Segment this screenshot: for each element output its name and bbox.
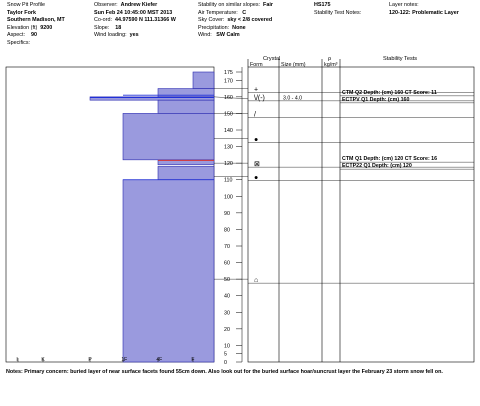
hardness-label-K: K [41,357,45,363]
notes-label: Notes: [6,369,23,375]
crystal-panel-frame [247,66,475,363]
layer-6 [157,166,215,181]
height-label-110: 110 [224,178,232,184]
wind-loading-row: Wind loading: yes [94,32,139,39]
notes-text: Primary concern: buried layer of near su… [24,369,443,375]
aspect-row: Aspect: 90 [7,32,37,39]
layer-1 [157,88,215,98]
header-col-observer: Observer: Andrew Kiefer Sun Feb 24 10:45… [94,2,176,40]
height-label-0: 0 [224,360,227,366]
height-label-60: 60 [224,261,230,267]
form-header: Form [250,62,263,68]
location-name: Taylor Fork [7,9,36,16]
rho-unit: kg/m³ [324,62,338,68]
crystal-form-5: ● [254,174,258,181]
header-col-conditions: Stability on similar slopes: Fair Air Te… [198,2,273,40]
observation-datetime: Sun Feb 24 10:45:00 MST 2013 [94,9,173,16]
layer-notes-label: Layer notes: [389,2,419,8]
height-label-70: 70 [224,244,230,250]
header-col-tests: HS175 Stability Test Notes: [314,2,361,17]
precipitation-row: Precipitation: None [198,24,246,31]
height-label-90: 90 [224,211,230,217]
layer-7 [122,179,215,363]
crystal-form-4: ⊠ [254,161,260,168]
pit-id: HS175 [314,2,331,8]
coord-row: Co-ord: 44.97590 N 111.31366 W [94,17,176,24]
height-label-80: 80 [224,227,230,233]
crystal-form-2: / [254,111,256,118]
hardness-label-F: F [191,357,194,363]
stability-test-3: ECTP22 Q1 Depth: (cm) 120 [342,163,412,169]
height-label-170: 170 [224,78,233,84]
layer-notes-value: 120-122: Problematic Layer [389,9,459,16]
height-label-150: 150 [224,111,233,117]
height-label-5: 5 [224,352,227,358]
crystal-form-1: \/(-) [254,95,265,102]
layer-5 [157,159,215,166]
wind-row: Wind: SW Calm [198,32,240,39]
slope-row: Slope: 18 [94,24,122,31]
specifics-row: Specifics: [7,39,31,46]
header-col-layer-notes: Layer notes: 120-122: Problematic Layer [389,2,459,17]
crystal-form-3: ● [254,136,258,143]
size-header: Size (mm) [281,62,306,68]
crystal-header: Crystal [263,56,280,62]
elevation-row: Elevation (ft) 9200 [7,24,53,31]
stability-test-1: ECTPV Q1 Depth: (cm) 160 [342,97,409,103]
stability-header: Stability Tests [383,56,417,62]
stability-test-0: CTM Q2 Depth: (cm) 160 CT Score: 11 [342,90,437,96]
height-label-130: 130 [224,145,233,151]
header-col-site: Snow Pit Profile Taylor Fork Southern Ma… [7,2,65,48]
height-label-30: 30 [224,310,230,316]
height-label-40: 40 [224,294,230,300]
height-label-120: 120 [224,161,233,167]
observer-row: Observer: Andrew Kiefer [94,2,158,8]
air-temp-row: Air Temperature: C [198,9,247,16]
height-label-175: 175 [224,70,233,76]
hardness-label-1F: 1F [121,357,127,363]
notes-section: Notes: Primary concern: buried layer of … [6,368,474,376]
hardness-label-P: P [88,357,92,363]
height-label-100: 100 [224,194,233,200]
layer-0 [192,71,215,89]
height-label-10: 10 [224,343,230,349]
rho-symbol: ρ [328,56,331,62]
profile-title: Snow Pit Profile [7,2,46,8]
hardness-label-I: I [16,357,17,363]
crystal-form-6: ⌂ [254,277,258,284]
crystal-form-0: + [254,87,258,94]
layer-2 [89,96,215,101]
height-label-20: 20 [224,327,230,333]
hardness-label-4F: 4F [156,357,162,363]
height-label-50: 50 [224,277,230,283]
stability-row: Stability on similar slopes: Fair [198,2,273,8]
layer-3 [157,99,215,114]
stability-test-notes-label: Stability Test Notes: [314,9,362,16]
region-name: Southern Madison, MT [7,17,65,24]
height-label-140: 140 [224,128,233,134]
stability-test-2: CTM Q1 Depth: (cm) 120 CT Score: 16 [342,156,437,162]
layer-4 [122,113,215,161]
connector-line-1 [213,96,249,100]
crystal-size-1: 3.0 - 4.0 [283,95,302,101]
sky-cover-row: Sky Cover: sky < 2/8 covered [198,17,273,24]
